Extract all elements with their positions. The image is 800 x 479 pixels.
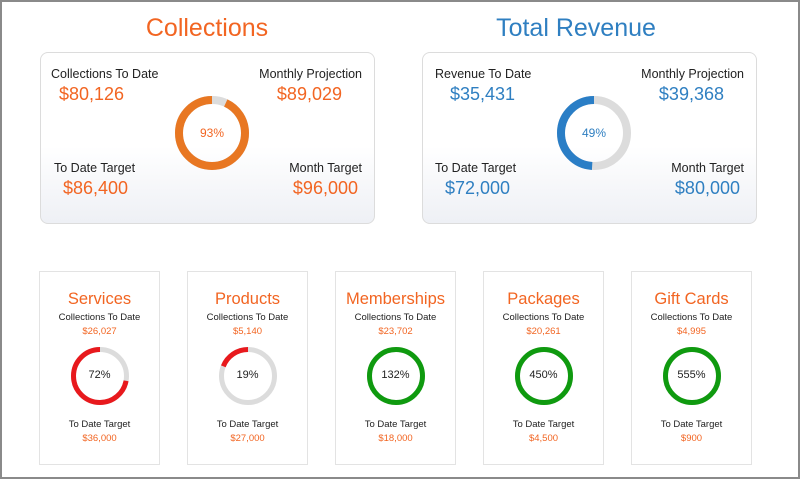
category-target-value: $36,000: [82, 433, 117, 444]
collections-target-value: $86,400: [63, 178, 129, 198]
collections-month-target-value: $96,000: [292, 178, 358, 198]
category-title: Products: [214, 290, 281, 308]
revenue-progress-ring: [557, 96, 631, 170]
category-collections-value: $4,995: [676, 326, 707, 337]
revenue-month-target-label: Month Target: [671, 161, 744, 175]
category-target-value: $900: [680, 433, 703, 444]
ring-progress-arc: [557, 96, 631, 170]
category-collections-label: Collections To Date: [354, 312, 437, 323]
category-collections-label: Collections To Date: [650, 312, 733, 323]
category-progress-ring: [515, 347, 573, 405]
category-percent-label: 72%: [88, 369, 111, 381]
revenue-target-value: $72,000: [445, 178, 511, 198]
category-collections-value: $5,140: [232, 326, 263, 337]
category-target-value: $18,000: [378, 433, 413, 444]
category-percent-label: 555%: [677, 369, 706, 381]
category-card-memberships: Memberships Collections To Date $23,702 …: [335, 271, 456, 465]
category-title: Packages: [507, 290, 580, 308]
ring-progress-arc: [219, 347, 277, 405]
category-target-label: To Date Target: [68, 419, 131, 430]
category-title: Gift Cards: [654, 290, 729, 308]
revenue-month-target-value: $80,000: [674, 178, 740, 198]
collections-title: Collections: [145, 14, 269, 42]
category-card-products: Products Collections To Date $5,140 19% …: [187, 271, 308, 465]
category-title: Memberships: [345, 290, 446, 308]
collections-to-date-label: Collections To Date: [51, 67, 159, 81]
ring-progress-arc: [175, 96, 249, 170]
category-percent-label: 450%: [529, 369, 558, 381]
category-progress-ring: [663, 347, 721, 405]
category-progress-ring: [367, 347, 425, 405]
collections-target-label: To Date Target: [54, 161, 136, 175]
category-progress-ring: [219, 347, 277, 405]
ring-progress-arc: [515, 347, 573, 405]
collections-projection-value: $89,029: [276, 84, 342, 104]
collections-percent-label: 93%: [199, 126, 225, 140]
collections-projection-label: Monthly Projection: [259, 67, 362, 81]
category-card-services: Services Collections To Date $26,027 72%…: [39, 271, 160, 465]
revenue-target-label: To Date Target: [435, 161, 517, 175]
category-target-value: $27,000: [230, 433, 265, 444]
revenue-to-date-value: $35,431: [450, 84, 516, 104]
revenue-title: Total Revenue: [496, 14, 656, 42]
collections-card: Collections To Date $80,126 Monthly Proj…: [40, 52, 375, 224]
collections-month-target-label: Month Target: [289, 161, 362, 175]
revenue-to-date-label: Revenue To Date: [435, 67, 532, 81]
revenue-percent-label: 49%: [581, 126, 607, 140]
category-title: Services: [67, 290, 132, 308]
collections-progress-ring: [175, 96, 249, 170]
ring-progress-arc: [367, 347, 425, 405]
category-collections-label: Collections To Date: [58, 312, 141, 323]
category-target-label: To Date Target: [216, 419, 279, 430]
category-target-value: $4,500: [528, 433, 559, 444]
revenue-projection-value: $39,368: [658, 84, 724, 104]
ring-progress-arc: [663, 347, 721, 405]
category-collections-label: Collections To Date: [206, 312, 289, 323]
category-collections-value: $23,702: [378, 326, 413, 337]
category-percent-label: 19%: [236, 369, 259, 381]
revenue-card: Revenue To Date $35,431 Monthly Projecti…: [422, 52, 757, 224]
category-collections-value: $20,261: [526, 326, 561, 337]
ring-progress-arc: [71, 347, 129, 405]
category-target-label: To Date Target: [364, 419, 427, 430]
category-collections-label: Collections To Date: [502, 312, 585, 323]
collections-to-date-value: $80,126: [59, 84, 125, 104]
revenue-projection-label: Monthly Projection: [641, 67, 744, 81]
category-target-label: To Date Target: [660, 419, 723, 430]
category-percent-label: 132%: [381, 369, 410, 381]
category-collections-value: $26,027: [82, 326, 117, 337]
category-progress-ring: [71, 347, 129, 405]
category-card-gift-cards: Gift Cards Collections To Date $4,995 55…: [631, 271, 752, 465]
category-card-packages: Packages Collections To Date $20,261 450…: [483, 271, 604, 465]
category-target-label: To Date Target: [512, 419, 575, 430]
